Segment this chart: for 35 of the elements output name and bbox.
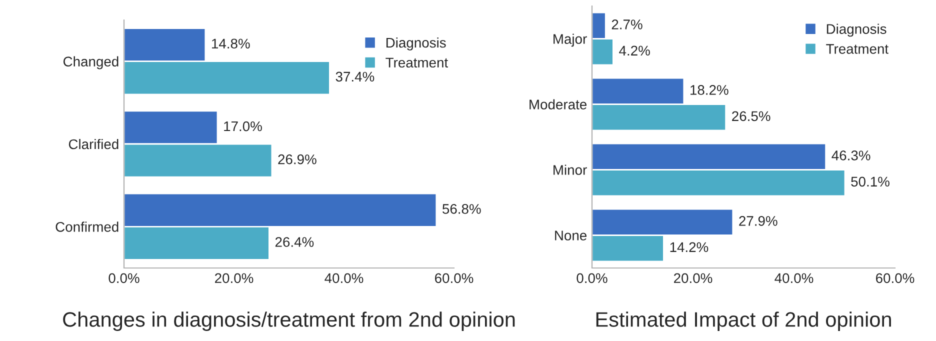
y-tick-label: Confirmed	[56, 222, 118, 232]
data-label: 4.2%	[619, 46, 650, 56]
data-label: 18.2%	[690, 85, 728, 95]
data-label: 27.9%	[739, 216, 778, 226]
legend-label: Diagnosis	[826, 24, 886, 37]
data-label: 37.4%	[336, 72, 374, 82]
y-tick-label: Major	[554, 34, 587, 47]
y-tick-label: Moderate	[530, 99, 587, 110]
x-tick-label: 60.0%	[876, 273, 914, 284]
data-label: 26.5%	[732, 111, 770, 122]
legend-label: Treatment	[386, 58, 448, 68]
data-label: 14.2%	[670, 242, 708, 252]
text: Changes in diagnosis/treatment from 2nd opinion	[63, 312, 515, 331]
data-label: 2.7%	[612, 20, 642, 30]
y-tick-label: Changed	[63, 56, 118, 70]
text: Estimated Impact of 2nd opinion	[596, 312, 891, 331]
legend-label: Treatment	[826, 44, 888, 54]
data-label: 26.9%	[278, 154, 316, 164]
legend-label: Diagnosis	[386, 37, 446, 50]
x-tick-label: 40.0%	[324, 273, 364, 284]
x-tick-label: 0.0%	[108, 273, 140, 284]
data-label: 56.8%	[442, 204, 481, 214]
x-tick-label: 60.0%	[435, 273, 474, 284]
y-tick-label: Clarified	[68, 138, 118, 150]
x-tick-label: 40.0%	[774, 273, 814, 284]
y-tick-label: None	[555, 230, 587, 240]
y-tick-label: Minor	[554, 164, 587, 175]
data-label: 17.0%	[224, 121, 262, 132]
data-label: 26.4%	[275, 237, 314, 247]
data-label: 50.1%	[851, 176, 890, 187]
x-tick-label: 20.0%	[215, 273, 254, 284]
data-label: 46.3%	[832, 150, 870, 160]
data-label: 14.8%	[212, 38, 250, 49]
x-tick-label: 0.0%	[576, 273, 608, 284]
x-tick-label: 20.0%	[674, 273, 712, 284]
